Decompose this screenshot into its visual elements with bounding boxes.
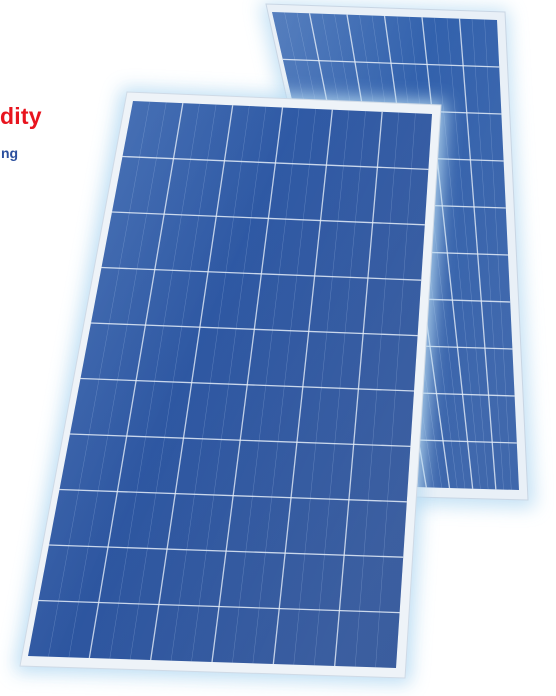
headline-text: dity — [0, 103, 42, 129]
front-panel-sheen — [28, 101, 432, 668]
subline-text: ng — [1, 145, 19, 161]
